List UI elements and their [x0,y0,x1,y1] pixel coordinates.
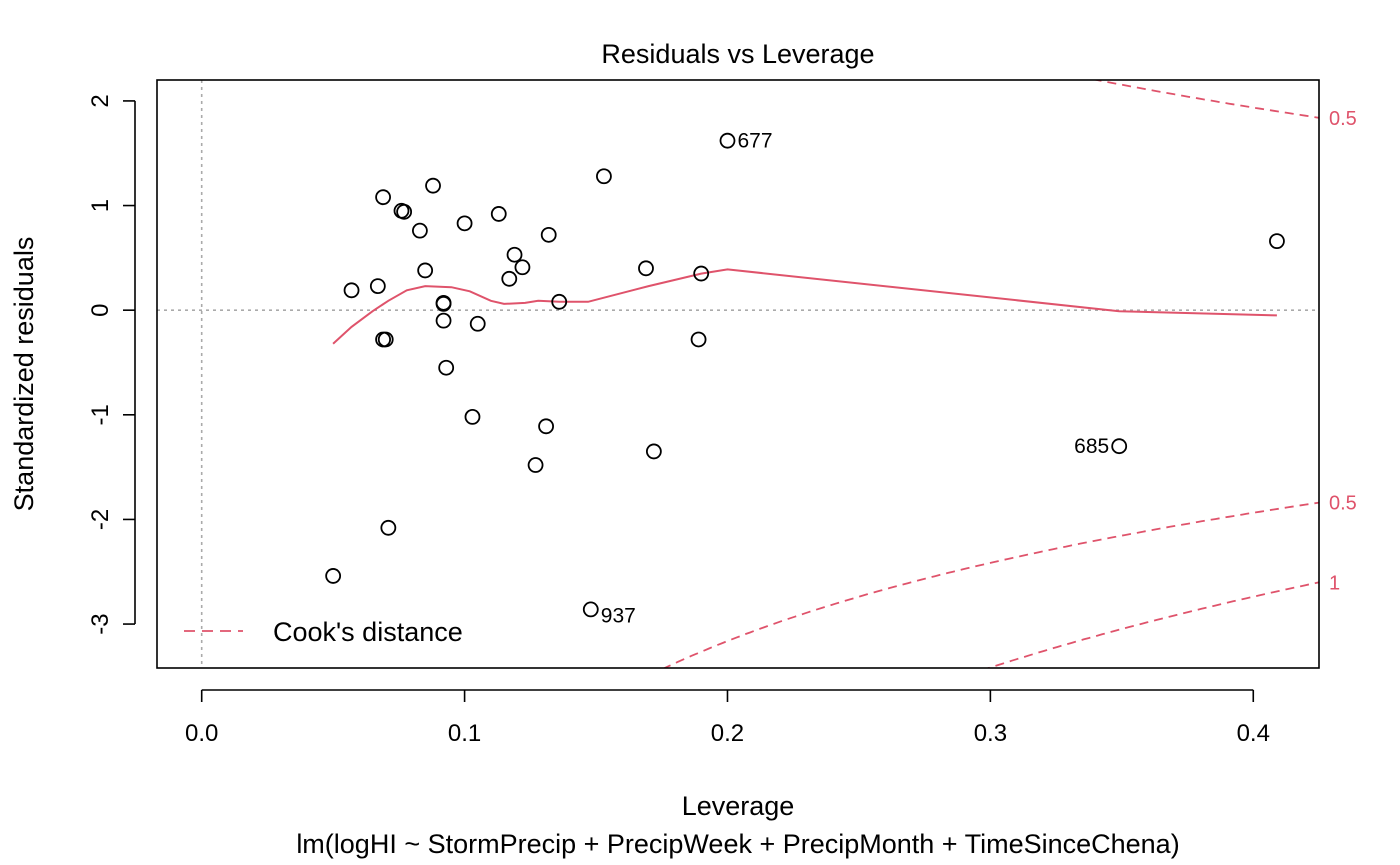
model-formula: lm(logHI ~ StormPrecip + PrecipWeek + Pr… [296,829,1179,859]
y-tick-label-2: 0 [87,303,114,316]
cook-contour-2 [985,581,1319,668]
data-point-20 [456,215,473,232]
y-tick-label-3: -1 [87,404,114,425]
data-point-28 [538,418,554,435]
x-tick-label-3: 0.3 [974,720,1007,747]
data-point-1 [1111,438,1128,455]
data-point-18 [435,312,452,329]
data-point-6 [369,278,386,295]
data-point-35 [693,265,710,282]
data-point-23 [490,206,507,222]
x-tick-label-2: 0.2 [711,720,744,747]
data-point-14 [417,262,434,279]
data-point-29 [540,226,557,243]
point-label-677: 677 [737,130,772,153]
data-point-33 [645,443,662,460]
cooks-distance-labels: 0.5 0.5 1 [1329,108,1357,595]
data-point-17 [435,296,452,312]
cook-label-1: 0.5 [1329,493,1357,515]
data-point-27 [527,457,544,473]
data-point-9 [377,331,394,348]
data-point-34 [690,331,707,348]
cook-contour-0 [1092,80,1319,119]
x-tick-label-4: 0.4 [1237,720,1270,747]
smoother-line [332,268,1277,345]
data-point-2 [582,601,599,618]
data-point-3 [1269,233,1285,250]
data-point-26 [514,259,531,276]
y-tick-label-5: -3 [87,613,114,634]
legend-label: Cook's distance [273,617,463,647]
data-point-13 [411,222,428,239]
x-tick-label-0: 0.0 [185,720,218,747]
cook-label-0: 0.5 [1329,108,1357,130]
data-point-5 [343,282,360,299]
smoother-line-group [332,268,1277,345]
cooks-distance-contours [662,80,1319,668]
cook-label-2: 1 [1329,572,1340,594]
y-tick-label-4: -2 [87,509,114,530]
y-axis: 2 1 0 -1 -2 -3 [87,94,136,635]
point-label-937: 937 [601,604,636,627]
y-axis-title: Standardized residuals [9,237,39,512]
chart-title: Residuals vs Leverage [601,39,874,69]
data-point-10 [380,519,397,536]
data-point-12 [396,203,413,220]
data-point-19 [438,359,455,376]
y-tick-label-0: 2 [87,94,114,107]
point-label-685: 685 [1074,435,1109,458]
data-point-24 [501,270,518,287]
data-point-31 [596,168,612,185]
data-point-30 [551,293,568,310]
data-point-32 [638,260,654,277]
data-point-15 [425,177,441,194]
point-labels: 677 685 937 [601,130,1109,628]
data-point-7 [375,189,391,206]
data-points [325,132,1285,618]
data-point-4 [325,568,342,584]
data-point-22 [469,315,486,332]
cook-contour-1 [662,501,1319,668]
data-point-0 [719,132,736,149]
reference-lines [157,80,1319,668]
x-axis-title: Leverage [682,791,795,821]
plot-frame [156,79,1320,669]
data-point-25 [506,246,523,263]
x-tick-label-1: 0.1 [448,720,481,747]
legend: Cook's distance [184,617,463,647]
data-point-21 [464,408,481,425]
y-tick-label-1: 1 [87,199,114,212]
x-axis: 0.0 0.1 0.2 0.3 0.4 [185,689,1270,747]
